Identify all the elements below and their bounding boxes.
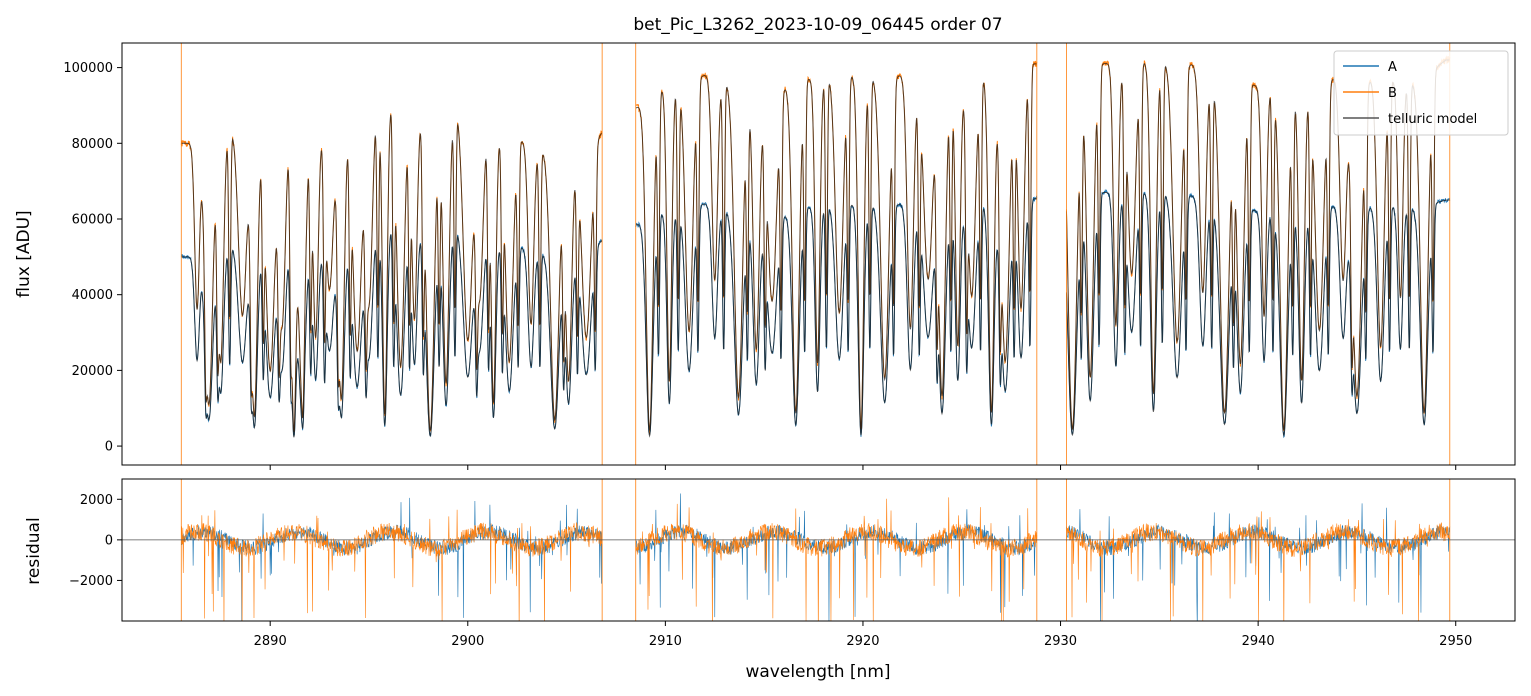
residual-xtick-label: 2930 (1044, 634, 1077, 649)
legend-label-a: A (1388, 60, 1397, 75)
residual-b-line (635, 497, 1038, 621)
chart-title: bet_Pic_L3262_2023-10-09_06445 order 07 (633, 15, 1002, 35)
residual-axis-label: residual (24, 517, 44, 584)
flux-ytick-label: 20000 (72, 364, 113, 379)
legend-box (1333, 50, 1509, 136)
residual-xtick-label: 2890 (254, 634, 287, 649)
telluric-model-line-a (1065, 192, 1450, 438)
flux-ytick-label: 80000 (72, 137, 113, 152)
telluric-model-line-b (635, 63, 1037, 431)
flux-ytick-label: 100000 (63, 61, 113, 76)
telluric-model-line-a (635, 198, 1037, 438)
telluric-model-line-b (181, 114, 603, 433)
residual-xtick-label: 2900 (451, 634, 484, 649)
residual-b-line (181, 509, 603, 621)
telluric-model-line-b (1065, 59, 1450, 431)
residual-ytick-label: 2000 (80, 493, 113, 508)
residual-panel-frame (121, 478, 1516, 622)
legend: A B telluric model (1333, 50, 1509, 136)
wavelength-axis-label: wavelength [nm] (745, 662, 890, 682)
residual-panel: 2890 2900 2910 2920 2930 2940 2950 −2000 0 2000 r… (24, 478, 1516, 682)
flux-ytick-label: 60000 (72, 212, 113, 227)
telluric-model-line-a (181, 234, 603, 438)
legend-label-b: B (1388, 86, 1397, 101)
residual-ytick-label: 0 (105, 533, 113, 548)
residual-b-line (1066, 511, 1451, 621)
residual-xtick-label: 2950 (1439, 634, 1472, 649)
legend-label-model: telluric model (1388, 112, 1477, 127)
residual-xtick-label: 2920 (846, 634, 879, 649)
flux-panel: 0 20000 40000 60000 80000 100000 flux [ADU] (14, 42, 1516, 470)
flux-ytick-label: 0 (105, 440, 113, 455)
residual-xtick-label: 2940 (1242, 634, 1275, 649)
residual-ytick-label: −2000 (69, 574, 113, 589)
flux-axis-label: flux [ADU] (14, 210, 34, 297)
flux-panel-frame (121, 42, 1516, 466)
residual-xtick-label: 2910 (649, 634, 682, 649)
flux-ytick-label: 40000 (72, 288, 113, 303)
